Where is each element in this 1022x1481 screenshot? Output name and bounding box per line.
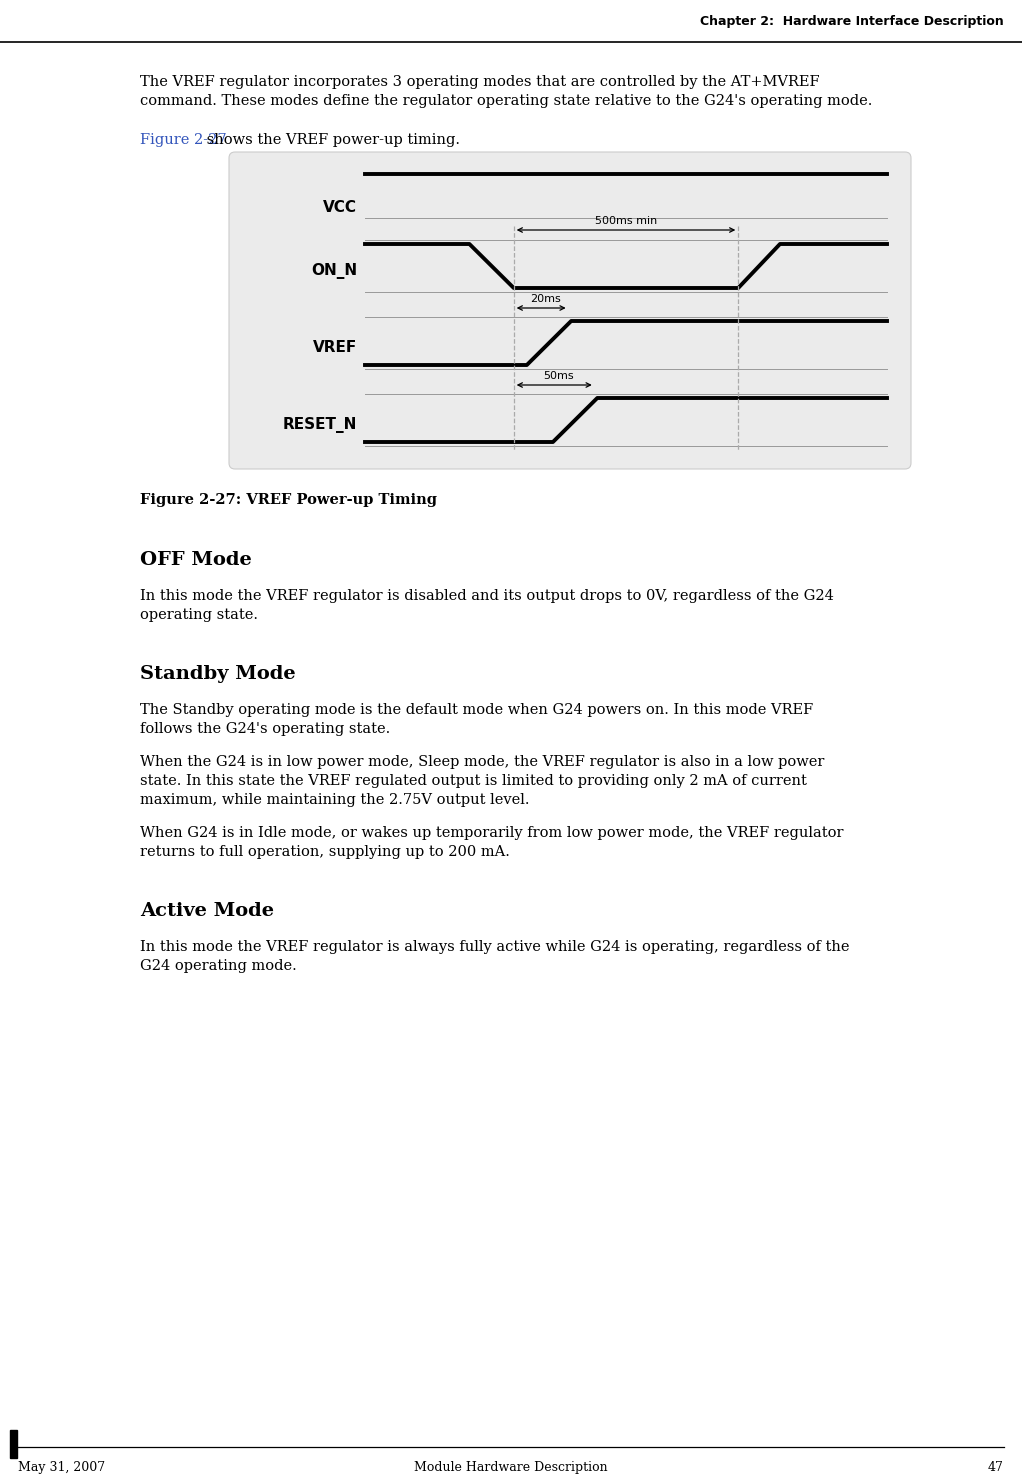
Text: ON_N: ON_N bbox=[311, 264, 357, 278]
Text: The VREF regulator incorporates 3 operating modes that are controlled by the AT+: The VREF regulator incorporates 3 operat… bbox=[140, 76, 820, 89]
Text: G24 operating mode.: G24 operating mode. bbox=[140, 960, 296, 973]
Text: shows the VREF power-up timing.: shows the VREF power-up timing. bbox=[202, 133, 460, 147]
Text: 47: 47 bbox=[988, 1460, 1004, 1474]
Text: 500ms min: 500ms min bbox=[595, 216, 657, 227]
Text: RESET_N: RESET_N bbox=[283, 418, 357, 432]
Text: 20ms: 20ms bbox=[529, 295, 560, 304]
Text: VCC: VCC bbox=[323, 200, 357, 216]
Text: operating state.: operating state. bbox=[140, 609, 258, 622]
Text: Module Hardware Description: Module Hardware Description bbox=[414, 1460, 608, 1474]
Text: state. In this state the VREF regulated output is limited to providing only 2 mA: state. In this state the VREF regulated … bbox=[140, 775, 807, 788]
Text: Figure 2-27: Figure 2-27 bbox=[140, 133, 227, 147]
Text: Active Mode: Active Mode bbox=[140, 902, 274, 920]
Text: In this mode the VREF regulator is disabled and its output drops to 0V, regardle: In this mode the VREF regulator is disab… bbox=[140, 589, 834, 603]
Bar bbox=[10, 1431, 17, 1457]
Text: When G24 is in Idle mode, or wakes up temporarily from low power mode, the VREF : When G24 is in Idle mode, or wakes up te… bbox=[140, 826, 843, 840]
Text: When the G24 is in low power mode, Sleep mode, the VREF regulator is also in a l: When the G24 is in low power mode, Sleep… bbox=[140, 755, 825, 769]
Text: May 31, 2007: May 31, 2007 bbox=[18, 1460, 105, 1474]
Text: Chapter 2:  Hardware Interface Description: Chapter 2: Hardware Interface Descriptio… bbox=[700, 15, 1004, 28]
Text: Standby Mode: Standby Mode bbox=[140, 665, 295, 683]
FancyBboxPatch shape bbox=[229, 153, 911, 469]
Text: OFF Mode: OFF Mode bbox=[140, 551, 251, 569]
Text: command. These modes define the regulator operating state relative to the G24's : command. These modes define the regulato… bbox=[140, 93, 873, 108]
Text: VREF: VREF bbox=[313, 341, 357, 355]
Text: maximum, while maintaining the 2.75V output level.: maximum, while maintaining the 2.75V out… bbox=[140, 792, 529, 807]
Text: follows the G24's operating state.: follows the G24's operating state. bbox=[140, 723, 390, 736]
Text: The Standby operating mode is the default mode when G24 powers on. In this mode : The Standby operating mode is the defaul… bbox=[140, 703, 814, 717]
Text: returns to full operation, supplying up to 200 mA.: returns to full operation, supplying up … bbox=[140, 846, 510, 859]
Text: 50ms: 50ms bbox=[543, 372, 573, 381]
Text: In this mode the VREF regulator is always fully active while G24 is operating, r: In this mode the VREF regulator is alway… bbox=[140, 940, 849, 954]
Text: Figure 2-27: VREF Power-up Timing: Figure 2-27: VREF Power-up Timing bbox=[140, 493, 437, 507]
